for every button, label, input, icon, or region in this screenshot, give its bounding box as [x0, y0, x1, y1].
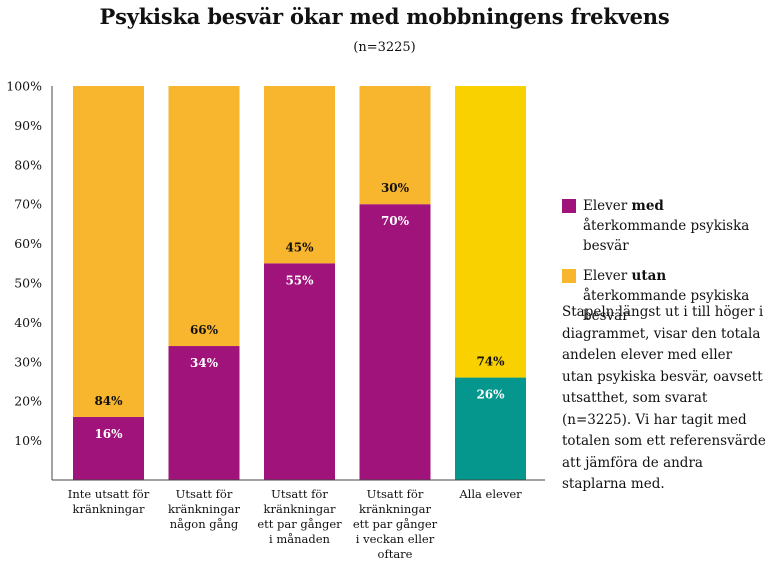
- legend-swatch-utan: [562, 269, 576, 283]
- y-tick-label-40: 40%: [14, 315, 42, 330]
- x-tick-label-line: Utsatt för: [367, 487, 424, 501]
- legend: Elever med återkommande psykiska besvär …: [562, 196, 767, 336]
- legend-swatch-med: [562, 199, 576, 213]
- x-tick-label-line: ett par gånger: [353, 517, 438, 531]
- bar-utan-3: [264, 86, 335, 264]
- data-label-utan-5: 74%: [476, 355, 505, 369]
- y-tick-label-100: 100%: [6, 79, 42, 94]
- y-tick-label-90: 90%: [14, 118, 42, 133]
- bar-med-1: [73, 416, 144, 480]
- data-label-utan-4: 30%: [381, 181, 410, 195]
- x-tick-label-1: Inte utsatt för kränkningar: [68, 487, 150, 516]
- x-tick-label-line: i veckan eller: [356, 532, 435, 546]
- x-tick-label-line: kränkningar: [73, 502, 145, 516]
- x-tick-label-2: Utsatt för kränkningar någon gång: [168, 487, 240, 531]
- x-tick-label-line: Inte utsatt för: [68, 487, 150, 501]
- data-label-utan-1: 84%: [94, 394, 123, 408]
- x-tick-label-line: kränkningar: [359, 502, 431, 516]
- data-label-med-3: 55%: [285, 273, 314, 287]
- y-tick-label-50: 50%: [14, 276, 42, 291]
- legend-item-med: Elever med återkommande psykiska besvär: [562, 196, 767, 256]
- data-label-utan-2: 66%: [190, 323, 219, 337]
- x-tick-label-line: oftare: [378, 547, 413, 561]
- bar-utan-5: [455, 86, 526, 378]
- bar-utan-2: [168, 86, 240, 347]
- x-tick-label-line: någon gång: [170, 517, 239, 531]
- x-tick-label-5: Alla elever: [458, 487, 522, 501]
- x-tick-label-3: Utsatt för kränkningar ett par gånger i mån…: [257, 487, 342, 546]
- x-tick-label-line: kränkningar: [168, 502, 240, 516]
- legend-label-utan: Elever utan återkommande psykiska besvär: [583, 268, 750, 324]
- x-tick-label-line: ett par gånger: [257, 517, 342, 531]
- bar-utan-4: [359, 86, 431, 205]
- stacked-bar-chart: 10% 20% 30% 40% 50% 60% 70% 80% 90% 100% 16% 84% Int…: [6, 79, 545, 561]
- y-tick-label-20: 20%: [14, 394, 42, 409]
- y-tick-label-70: 70%: [14, 197, 42, 212]
- x-tick-label-line: kränkningar: [264, 502, 336, 516]
- x-tick-label-line: Alla elever: [458, 487, 522, 501]
- legend-label-med: Elever med återkommande psykiska besvär: [583, 198, 750, 254]
- y-tick-label-80: 80%: [14, 157, 42, 172]
- bar-med-3: [264, 263, 335, 480]
- bar-utan-1: [73, 86, 144, 417]
- bar-med-5: [455, 377, 526, 480]
- bar-med-4: [359, 204, 431, 480]
- x-tick-label-line: Utsatt för: [271, 487, 328, 501]
- y-tick-label-60: 60%: [14, 236, 42, 251]
- data-label-utan-3: 45%: [285, 240, 314, 254]
- chart-note: Stapeln längst ut i till höger i diagram…: [562, 304, 766, 492]
- x-tick-label-line: Utsatt för: [176, 487, 233, 501]
- chart-subtitle: (n=3225): [353, 40, 416, 55]
- data-label-med-5: 26%: [476, 388, 505, 402]
- y-tick-label-30: 30%: [14, 354, 42, 369]
- data-label-med-4: 70%: [381, 214, 410, 228]
- x-tick-label-4: Utsatt för kränkningar ett par gånger i vec…: [353, 487, 438, 561]
- data-label-med-1: 16%: [94, 427, 123, 441]
- bar-med-2: [168, 346, 240, 480]
- legend-item-utan: Elever utan återkommande psykiska besvär: [562, 266, 767, 326]
- x-tick-label-line: i månaden: [269, 532, 331, 546]
- data-label-med-2: 34%: [190, 356, 219, 370]
- chart-title: Psykiska besvär ökar med mobbningens fre…: [99, 4, 670, 29]
- y-tick-label-10: 10%: [14, 433, 42, 448]
